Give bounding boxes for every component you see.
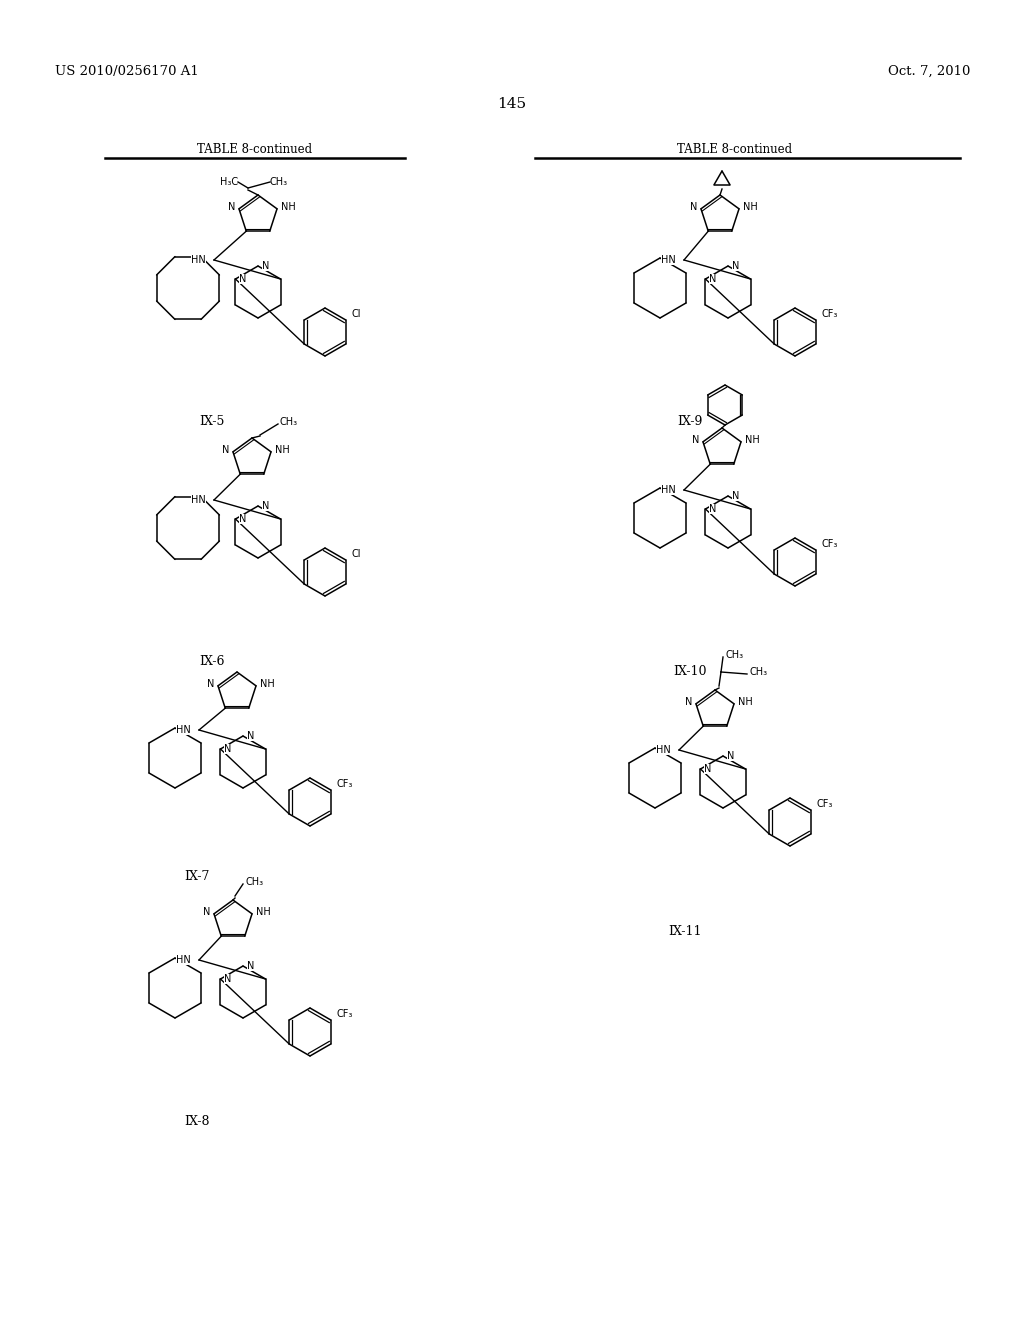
- Text: N: N: [262, 261, 269, 271]
- Text: CF₃: CF₃: [822, 309, 839, 319]
- Text: IX-9: IX-9: [677, 414, 702, 428]
- Text: IX-11: IX-11: [669, 925, 701, 939]
- Text: TABLE 8-continued: TABLE 8-continued: [198, 143, 312, 156]
- Text: CH₃: CH₃: [280, 417, 298, 426]
- Text: HN: HN: [191, 255, 206, 265]
- Text: 145: 145: [498, 96, 526, 111]
- Text: Oct. 7, 2010: Oct. 7, 2010: [888, 65, 970, 78]
- Text: HN: HN: [176, 725, 191, 735]
- Text: NH: NH: [738, 697, 753, 706]
- Text: N: N: [240, 275, 247, 284]
- Text: N: N: [689, 202, 697, 211]
- Text: N: N: [221, 445, 229, 455]
- Text: CF₃: CF₃: [337, 779, 353, 789]
- Text: NH: NH: [743, 202, 758, 211]
- Text: TABLE 8-continued: TABLE 8-continued: [678, 143, 793, 156]
- Text: NH: NH: [281, 202, 296, 211]
- Text: N: N: [727, 751, 734, 762]
- Text: N: N: [705, 764, 712, 774]
- Text: IX-8: IX-8: [184, 1115, 210, 1129]
- Text: IX-5: IX-5: [200, 414, 224, 428]
- Text: HN: HN: [656, 744, 671, 755]
- Text: N: N: [224, 974, 231, 983]
- Text: N: N: [710, 504, 717, 513]
- Text: IX-7: IX-7: [184, 870, 210, 883]
- Text: N: N: [710, 275, 717, 284]
- Text: IX-10: IX-10: [673, 665, 707, 678]
- Text: HN: HN: [191, 495, 206, 506]
- Text: N: N: [207, 678, 214, 689]
- Text: NH: NH: [256, 907, 270, 917]
- Text: HN: HN: [662, 255, 676, 265]
- Text: N: N: [262, 502, 269, 511]
- Text: NH: NH: [260, 678, 274, 689]
- Text: CH₃: CH₃: [750, 667, 768, 677]
- Text: H₃C: H₃C: [220, 177, 238, 187]
- Text: N: N: [247, 731, 254, 741]
- Text: N: N: [227, 202, 234, 211]
- Text: Cl: Cl: [352, 309, 361, 319]
- Text: US 2010/0256170 A1: US 2010/0256170 A1: [55, 65, 199, 78]
- Text: N: N: [691, 434, 699, 445]
- Text: CF₃: CF₃: [822, 539, 839, 549]
- Text: N: N: [240, 513, 247, 524]
- Text: NH: NH: [275, 445, 290, 455]
- Text: CH₃: CH₃: [725, 649, 743, 660]
- Text: N: N: [732, 491, 739, 502]
- Text: IX-6: IX-6: [200, 655, 224, 668]
- Text: Cl: Cl: [352, 549, 361, 558]
- Text: N: N: [224, 744, 231, 754]
- Text: HN: HN: [176, 954, 191, 965]
- Text: N: N: [247, 961, 254, 972]
- Text: CH₃: CH₃: [270, 177, 288, 187]
- Text: N: N: [732, 261, 739, 271]
- Text: CF₃: CF₃: [337, 1008, 353, 1019]
- Text: N: N: [203, 907, 210, 917]
- Text: HN: HN: [662, 484, 676, 495]
- Text: CH₃: CH₃: [245, 876, 263, 887]
- Text: N: N: [685, 697, 692, 706]
- Text: CF₃: CF₃: [817, 799, 834, 809]
- Text: NH: NH: [745, 434, 760, 445]
